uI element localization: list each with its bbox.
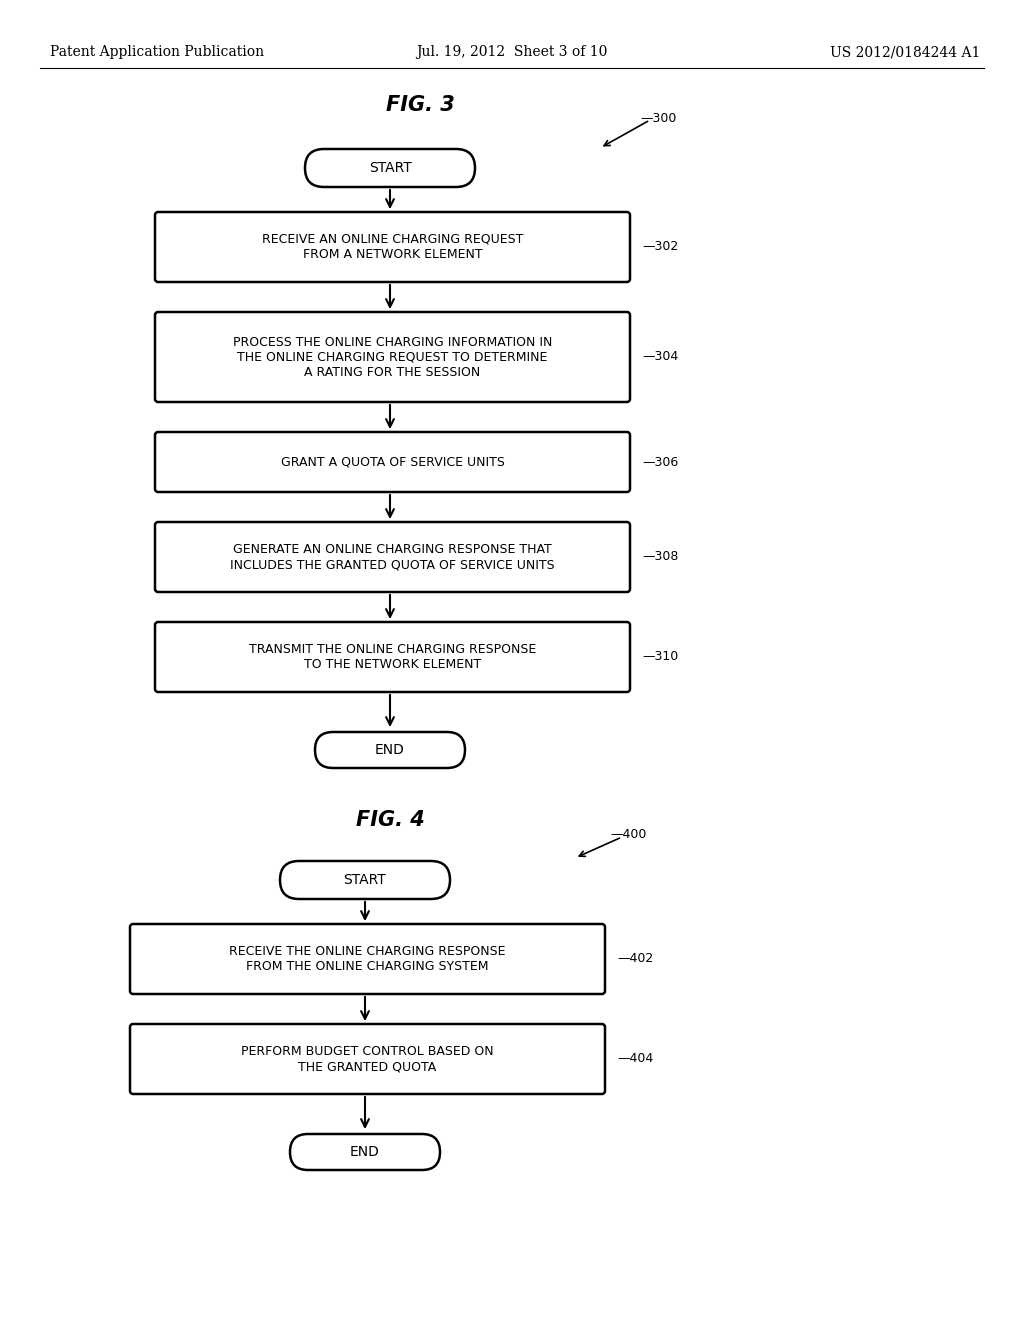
Text: RECEIVE THE ONLINE CHARGING RESPONSE
FROM THE ONLINE CHARGING SYSTEM: RECEIVE THE ONLINE CHARGING RESPONSE FRO… <box>229 945 506 973</box>
Text: —306: —306 <box>642 455 678 469</box>
Text: US 2012/0184244 A1: US 2012/0184244 A1 <box>829 45 980 59</box>
Text: END: END <box>350 1144 380 1159</box>
FancyBboxPatch shape <box>280 861 450 899</box>
Text: RECEIVE AN ONLINE CHARGING REQUEST
FROM A NETWORK ELEMENT: RECEIVE AN ONLINE CHARGING REQUEST FROM … <box>262 234 523 261</box>
Text: PROCESS THE ONLINE CHARGING INFORMATION IN
THE ONLINE CHARGING REQUEST TO DETERM: PROCESS THE ONLINE CHARGING INFORMATION … <box>232 335 552 379</box>
FancyBboxPatch shape <box>155 312 630 403</box>
Text: GENERATE AN ONLINE CHARGING RESPONSE THAT
INCLUDES THE GRANTED QUOTA OF SERVICE : GENERATE AN ONLINE CHARGING RESPONSE THA… <box>230 543 555 572</box>
Text: —402: —402 <box>617 953 653 965</box>
FancyBboxPatch shape <box>155 432 630 492</box>
Text: Patent Application Publication: Patent Application Publication <box>50 45 264 59</box>
Text: FIG. 4: FIG. 4 <box>355 810 424 830</box>
FancyBboxPatch shape <box>315 733 465 768</box>
FancyBboxPatch shape <box>155 521 630 591</box>
Text: START: START <box>344 873 386 887</box>
Text: END: END <box>375 743 404 756</box>
Text: —304: —304 <box>642 351 678 363</box>
Text: —310: —310 <box>642 651 678 664</box>
FancyBboxPatch shape <box>290 1134 440 1170</box>
Text: Jul. 19, 2012  Sheet 3 of 10: Jul. 19, 2012 Sheet 3 of 10 <box>417 45 607 59</box>
FancyBboxPatch shape <box>305 149 475 187</box>
Text: START: START <box>369 161 412 176</box>
Text: GRANT A QUOTA OF SERVICE UNITS: GRANT A QUOTA OF SERVICE UNITS <box>281 455 505 469</box>
Text: TRANSMIT THE ONLINE CHARGING RESPONSE
TO THE NETWORK ELEMENT: TRANSMIT THE ONLINE CHARGING RESPONSE TO… <box>249 643 537 671</box>
Text: —300: —300 <box>640 111 677 124</box>
FancyBboxPatch shape <box>130 1024 605 1094</box>
Text: —404: —404 <box>617 1052 653 1065</box>
FancyBboxPatch shape <box>130 924 605 994</box>
FancyBboxPatch shape <box>155 622 630 692</box>
Text: —308: —308 <box>642 550 678 564</box>
Text: —400: —400 <box>610 829 646 842</box>
Text: —302: —302 <box>642 240 678 253</box>
FancyBboxPatch shape <box>155 213 630 282</box>
Text: FIG. 3: FIG. 3 <box>386 95 455 115</box>
Text: PERFORM BUDGET CONTROL BASED ON
THE GRANTED QUOTA: PERFORM BUDGET CONTROL BASED ON THE GRAN… <box>242 1045 494 1073</box>
